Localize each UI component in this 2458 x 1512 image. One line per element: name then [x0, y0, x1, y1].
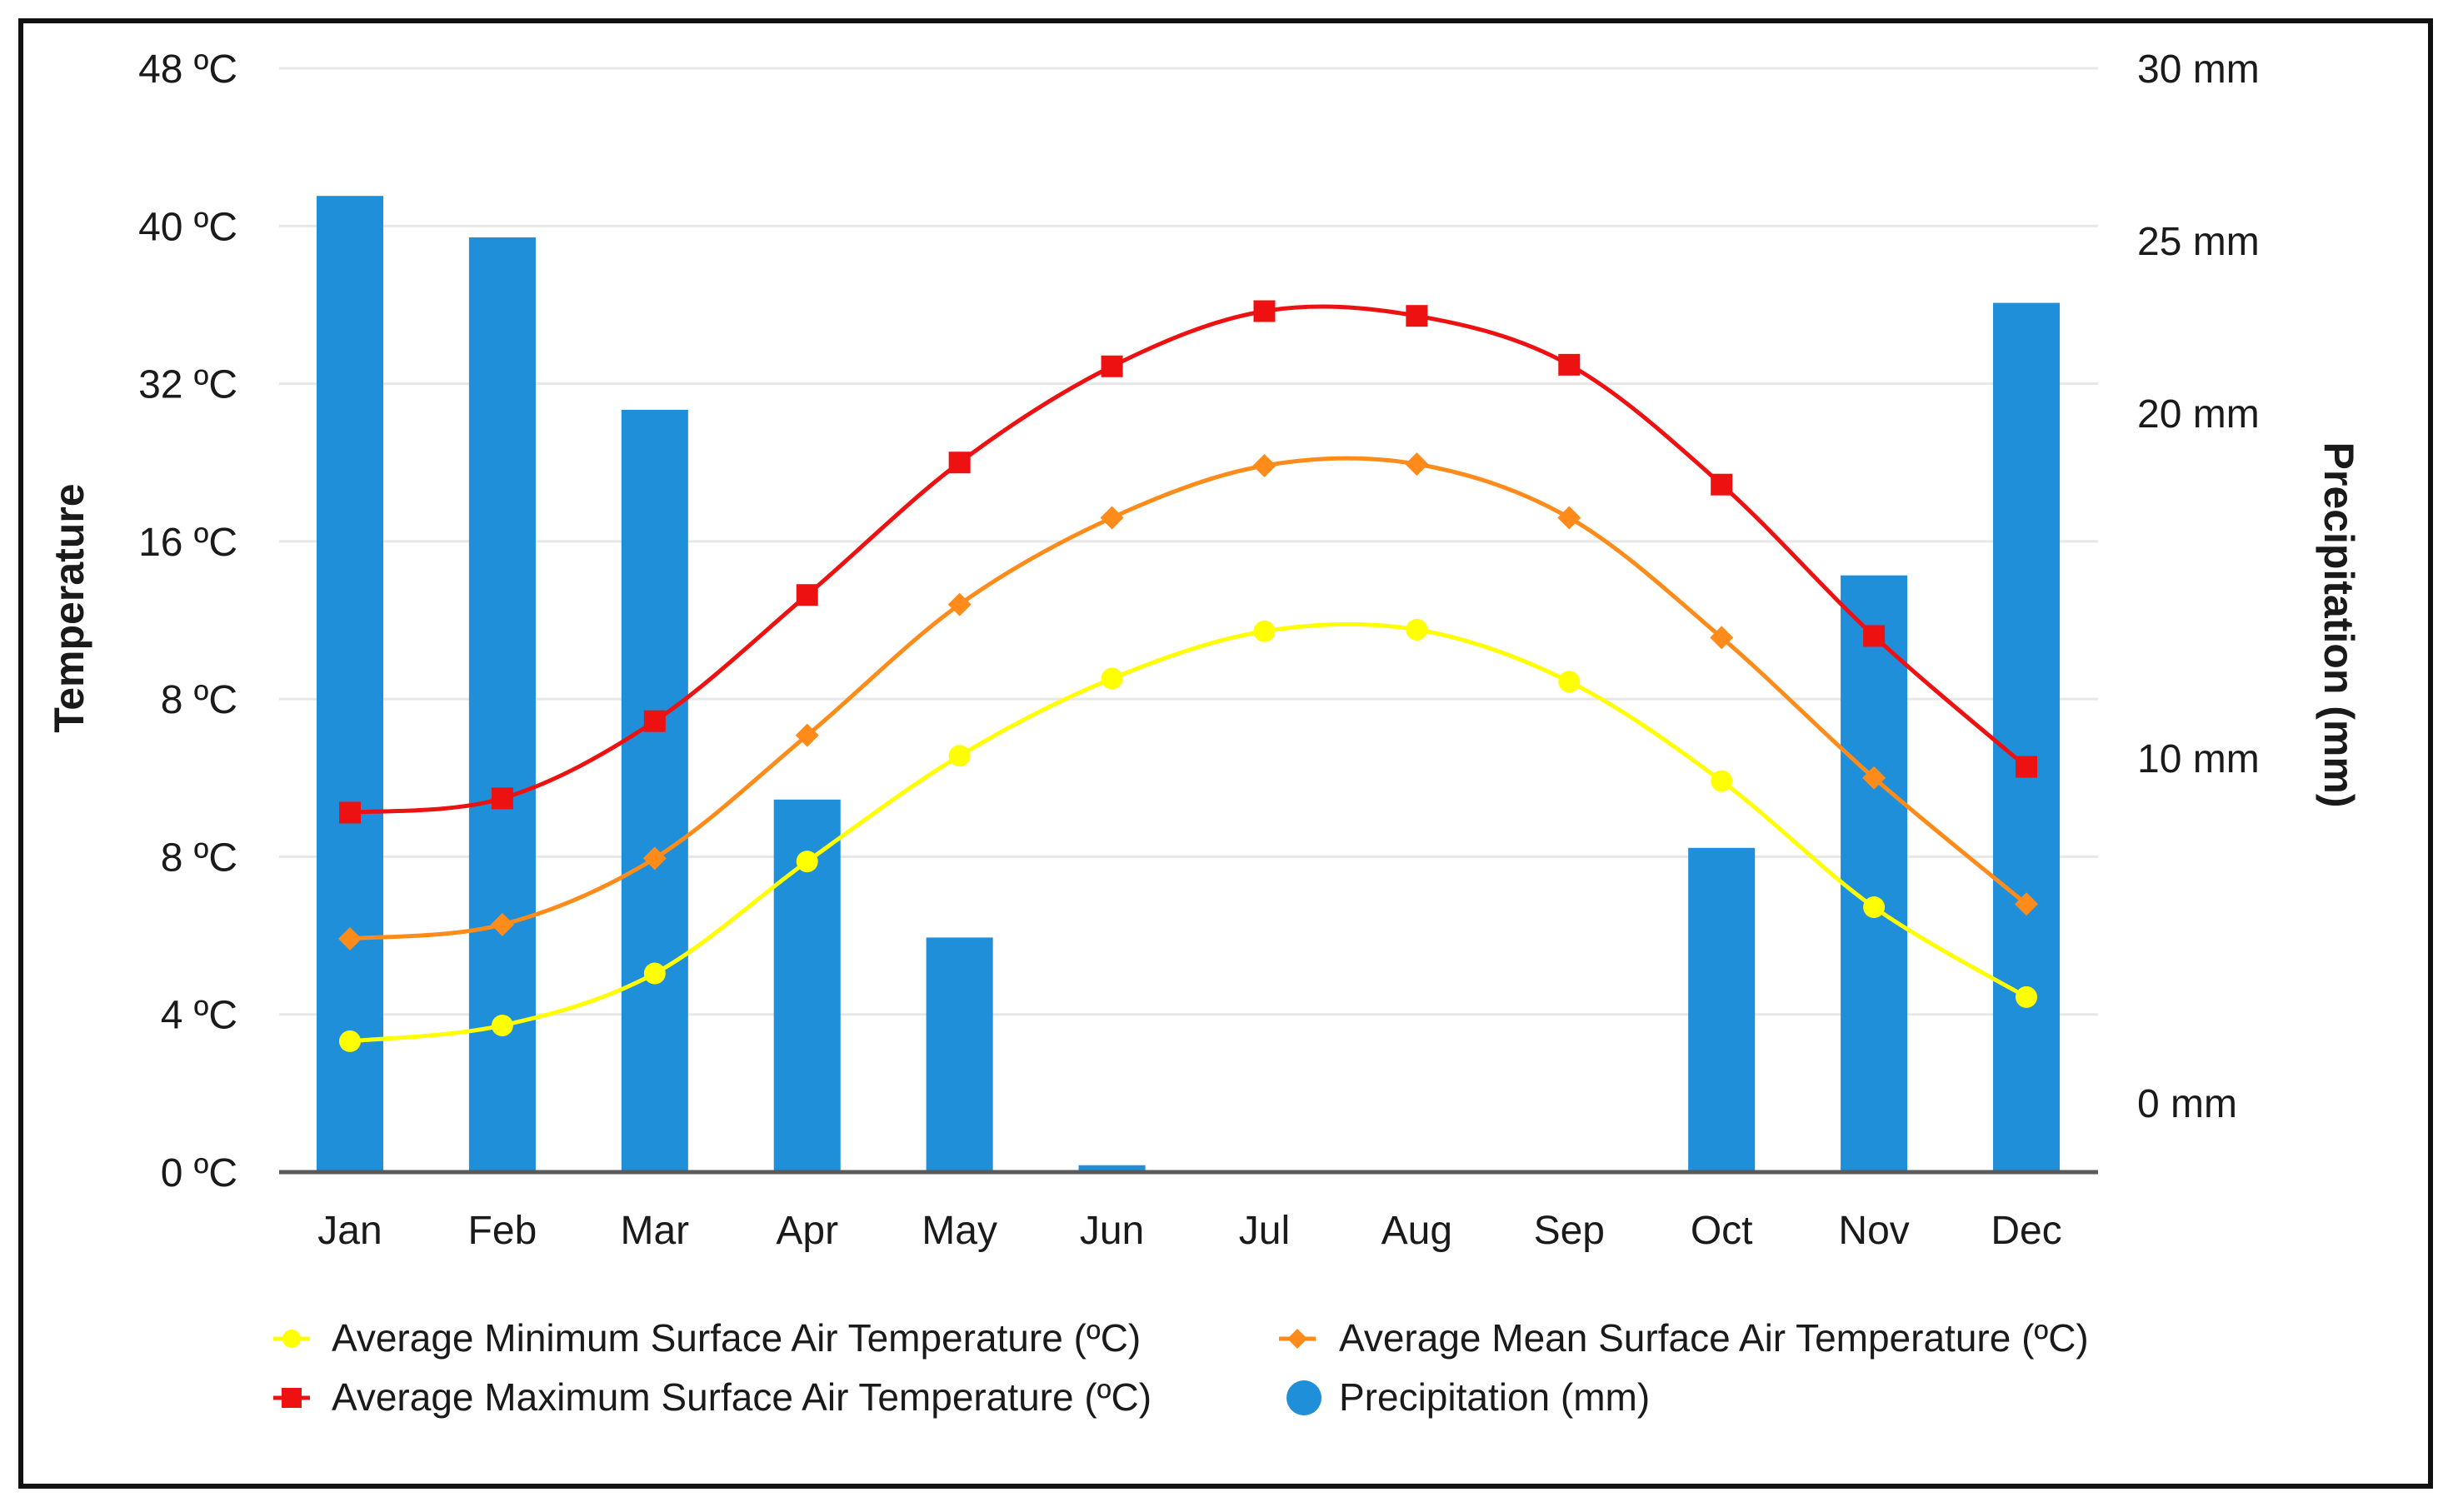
data-point-diamond: [1862, 766, 1886, 790]
data-point-square: [948, 452, 971, 474]
data-point-square: [1101, 355, 1123, 377]
gridlines: [279, 67, 2098, 1016]
legend-label-precipitation: Precipitation (mm): [1339, 1375, 1650, 1419]
precipitation-bar: [1992, 302, 2061, 1172]
data-point-circle: [796, 851, 818, 873]
data-point-square: [643, 710, 666, 732]
data-point-circle: [1558, 671, 1581, 693]
precipitation-bar: [316, 196, 384, 1172]
data-point-circle: [2016, 986, 2037, 1008]
x-tick-label: Oct: [1691, 1209, 1753, 1253]
data-point-square: [1253, 300, 1276, 322]
data-point-square: [1711, 473, 1733, 496]
precipitation-bar: [1078, 1165, 1146, 1172]
data-point-circle: [1101, 667, 1123, 690]
data-point-circle: [339, 1030, 361, 1052]
legend-item-precipitation[interactable]: Precipitation (mm): [1286, 1375, 1650, 1419]
x-tick-label: Mar: [620, 1209, 689, 1253]
legend-diamond-icon: [1287, 1329, 1307, 1349]
right-tick-label: 25 mm: [2137, 220, 2260, 264]
left-tick-label: 8 ºC: [161, 678, 237, 722]
left-tick-label: 40 ºC: [138, 205, 237, 249]
data-point-square: [491, 787, 513, 810]
data-point-circle: [1253, 620, 1276, 642]
x-tick-label: Apr: [776, 1209, 838, 1253]
data-point-square: [1558, 353, 1581, 376]
legend-label-min-temp: Average Minimum Surface Air Temperature …: [332, 1316, 1141, 1360]
data-point-diamond: [338, 926, 362, 951]
right-tick-label: 30 mm: [2137, 47, 2260, 92]
x-tick-label: Nov: [1838, 1209, 1909, 1253]
legend-item-min-temp[interactable]: Average Minimum Surface Air Temperature …: [273, 1316, 1141, 1360]
x-tick-label: Jun: [1080, 1209, 1144, 1253]
data-point-diamond: [1252, 454, 1276, 477]
data-point-circle: [1711, 770, 1733, 792]
data-point-diamond: [947, 592, 972, 616]
left-tick-label: 32 ºC: [138, 363, 237, 407]
legend-item-mean-temp[interactable]: Average Mean Surface Air Temperature (ºC…: [1279, 1316, 2089, 1360]
data-point-square: [2016, 756, 2037, 778]
data-point-diamond: [1710, 626, 1734, 650]
precipitation-bars: [316, 196, 2061, 1172]
x-tick-label: Aug: [1381, 1209, 1452, 1253]
data-point-square: [1406, 305, 1428, 327]
right-tick-label: 10 mm: [2137, 737, 2260, 781]
x-tick-label: May: [922, 1209, 997, 1253]
data-point-diamond: [1557, 506, 1581, 530]
data-point-square: [796, 584, 818, 606]
left-tick-label: 8 ºC: [161, 836, 237, 880]
data-point-circle: [643, 962, 666, 985]
legend-item-max-temp[interactable]: Average Maximum Surface Air Temperature …: [273, 1375, 1152, 1419]
x-tick-label: Jan: [317, 1209, 382, 1253]
data-point-diamond: [1100, 506, 1124, 530]
x-tick-label: Dec: [1991, 1209, 2061, 1253]
right-tick-label: 0 mm: [2137, 1082, 2237, 1126]
data-point-circle: [1863, 896, 1886, 918]
left-tick-label: 48 ºC: [138, 47, 237, 92]
left-axis-title: Temperature: [46, 483, 92, 732]
precipitation-bar: [926, 937, 993, 1172]
legend-circle-icon: [282, 1330, 301, 1348]
legend-square-icon: [282, 1388, 302, 1408]
data-point-diamond: [642, 846, 667, 871]
data-point-circle: [1406, 618, 1428, 641]
right-tick-label: 20 mm: [2137, 392, 2260, 437]
data-point-circle: [491, 1014, 513, 1036]
x-tick-label: Jul: [1239, 1209, 1290, 1253]
data-point-square: [1863, 625, 1886, 647]
left-axis-ticks: 0 ºC 4 ºC 8 ºC 8 ºC 16 ºC 32 ºC 40 ºC 48 ºC: [138, 47, 237, 1195]
left-tick-label: 16 ºC: [138, 521, 237, 565]
left-tick-label: 0 ºC: [161, 1151, 237, 1195]
x-tick-label: Feb: [468, 1209, 537, 1253]
precipitation-bar: [1688, 847, 1756, 1172]
data-point-diamond: [490, 912, 514, 936]
right-axis-ticks: 0 mm 10 mm 20 mm 25 mm 30 mm: [2137, 47, 2260, 1126]
precipitation-bar: [621, 409, 688, 1172]
data-point-diamond: [795, 723, 819, 747]
precipitation-bar: [1841, 575, 1908, 1172]
left-tick-label: 4 ºC: [161, 994, 237, 1038]
x-axis-ticks: Jan Feb Mar Apr May Jun Jul Aug Sep Oct Nov Dec: [317, 1209, 2061, 1253]
legend-circle-icon: [1286, 1380, 1321, 1415]
x-tick-label: Sep: [1534, 1209, 1605, 1253]
legend-label-mean-temp: Average Mean Surface Air Temperature (ºC…: [1339, 1316, 2089, 1360]
data-point-diamond: [1405, 452, 1429, 477]
data-point-diamond: [2015, 892, 2038, 916]
right-axis-title: Precipitation (mm): [2316, 442, 2362, 808]
temperature-lines: [338, 300, 2038, 1052]
data-point-circle: [948, 745, 971, 767]
legend: Average Minimum Surface Air Temperature …: [273, 1316, 2089, 1419]
data-point-square: [339, 801, 361, 824]
legend-label-max-temp: Average Maximum Surface Air Temperature …: [332, 1375, 1152, 1419]
